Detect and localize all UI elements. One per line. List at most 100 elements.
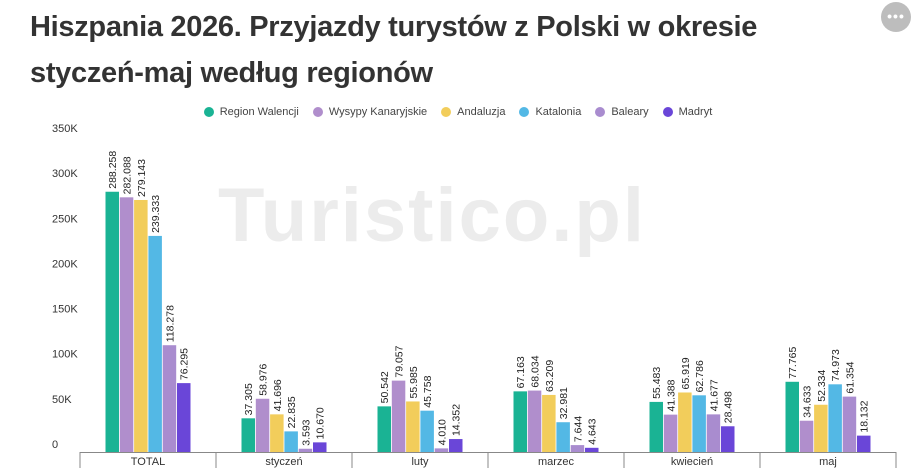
- data-label: 282.088: [122, 156, 134, 194]
- data-label: 77.765: [787, 347, 799, 379]
- y-tick-label: 150K: [52, 304, 78, 316]
- data-label: 34.633: [802, 385, 814, 417]
- y-tick-label: 50K: [52, 394, 72, 406]
- bar: [420, 410, 434, 452]
- data-label: 50.542: [379, 371, 391, 403]
- bar: [585, 447, 599, 452]
- bar: [313, 442, 327, 452]
- data-label: 4.010: [436, 419, 448, 445]
- legend-item[interactable]: Andaluzja: [441, 103, 505, 121]
- bar: [814, 404, 828, 452]
- data-label: 4.643: [587, 418, 599, 444]
- y-tick-label: 350K: [52, 123, 78, 135]
- data-label: 279.143: [136, 159, 148, 197]
- bar: [556, 422, 570, 452]
- bar: [828, 384, 842, 452]
- bar: [284, 431, 298, 452]
- bar: [857, 435, 871, 452]
- data-label: 55.985: [408, 366, 420, 398]
- data-label: 37.305: [243, 383, 255, 415]
- data-label: 45.758: [422, 375, 434, 407]
- bar: [842, 396, 857, 452]
- chart-title: Hiszpania 2026. Przyjazdy turystów z Pol…: [30, 11, 758, 89]
- data-label: 61.354: [844, 361, 856, 393]
- ellipsis-icon: •••: [887, 8, 905, 24]
- bar: [570, 445, 585, 452]
- data-label: 41.677: [708, 379, 720, 411]
- legend-label: Madryt: [678, 106, 713, 118]
- x-tick-label: marzec: [538, 456, 575, 468]
- bar: [527, 390, 542, 452]
- data-label: 79.057: [394, 345, 406, 377]
- data-label: 28.498: [723, 391, 735, 423]
- legend-label: Baleary: [611, 106, 649, 118]
- legend-swatch: [203, 107, 214, 117]
- data-label: 55.483: [651, 367, 663, 399]
- legend-swatch: [595, 107, 606, 117]
- bar: [241, 418, 255, 452]
- data-label: 239.333: [150, 195, 162, 233]
- legend-label: Region Walencji: [219, 106, 299, 118]
- bar: [391, 380, 406, 452]
- x-tick-label: luty: [411, 456, 429, 468]
- bar: [177, 383, 191, 452]
- bar: [449, 439, 463, 452]
- data-label: 18.132: [859, 400, 871, 432]
- bar: [513, 391, 527, 452]
- legend-item[interactable]: Region Walencji: [203, 103, 299, 121]
- bar: [255, 398, 270, 452]
- legend-swatch: [662, 107, 673, 117]
- data-label: 65.919: [680, 357, 692, 389]
- bar: [377, 406, 391, 452]
- data-label: 288.258: [107, 151, 119, 189]
- bar: [434, 448, 449, 452]
- legend-swatch: [441, 107, 452, 117]
- legend-label: Wysypy Kanaryjskie: [328, 106, 428, 118]
- x-tick-label: kwiecień: [671, 456, 713, 468]
- y-tick-label: 100K: [52, 349, 78, 361]
- chart-menu-button[interactable]: •••: [881, 2, 911, 32]
- bar: [678, 392, 692, 452]
- data-label: 68.034: [530, 355, 542, 387]
- legend-swatch: [312, 107, 323, 117]
- legend-label: Katalonia: [535, 106, 582, 118]
- bar: [721, 426, 735, 452]
- bar: [542, 394, 556, 452]
- y-tick-label: 200K: [52, 258, 78, 270]
- data-label: 62.786: [694, 360, 706, 392]
- data-label: 14.352: [451, 404, 463, 436]
- legend-label: Andaluzja: [457, 106, 506, 118]
- bar: [134, 199, 148, 452]
- legend-item[interactable]: Katalonia: [519, 103, 581, 121]
- bar: [799, 420, 814, 452]
- legend-item[interactable]: Wysypy Kanaryjskie: [312, 103, 428, 121]
- data-label: 63.209: [544, 360, 556, 392]
- bar: [119, 197, 134, 452]
- bar: [105, 191, 119, 452]
- legend-item[interactable]: Baleary: [595, 103, 649, 121]
- bar: [162, 345, 177, 452]
- bar: [706, 414, 721, 452]
- x-tick-label: TOTAL: [131, 456, 165, 468]
- x-tick-label: maj: [819, 456, 837, 468]
- data-label: 41.696: [272, 379, 284, 411]
- data-label: 7.644: [572, 416, 584, 442]
- legend-item[interactable]: Madryt: [662, 103, 713, 121]
- bar: [692, 395, 706, 452]
- bar: [406, 401, 420, 452]
- data-label: 52.334: [816, 369, 828, 401]
- bar: [663, 414, 678, 452]
- data-label: 22.835: [286, 396, 298, 428]
- x-tick-label: styczeń: [265, 456, 302, 468]
- data-label: 67.163: [515, 356, 527, 388]
- bar: [270, 414, 284, 452]
- y-tick-label: 250K: [52, 213, 78, 225]
- bar: [298, 448, 313, 452]
- chart-legend: Region Walencji Wysypy Kanaryjskie Andaluz…: [0, 103, 916, 121]
- watermark: Turistico.pl: [218, 173, 646, 258]
- data-label: 41.388: [666, 379, 678, 411]
- data-label: 74.973: [830, 349, 842, 381]
- data-label: 10.670: [315, 407, 327, 439]
- data-label: 32.981: [558, 387, 570, 419]
